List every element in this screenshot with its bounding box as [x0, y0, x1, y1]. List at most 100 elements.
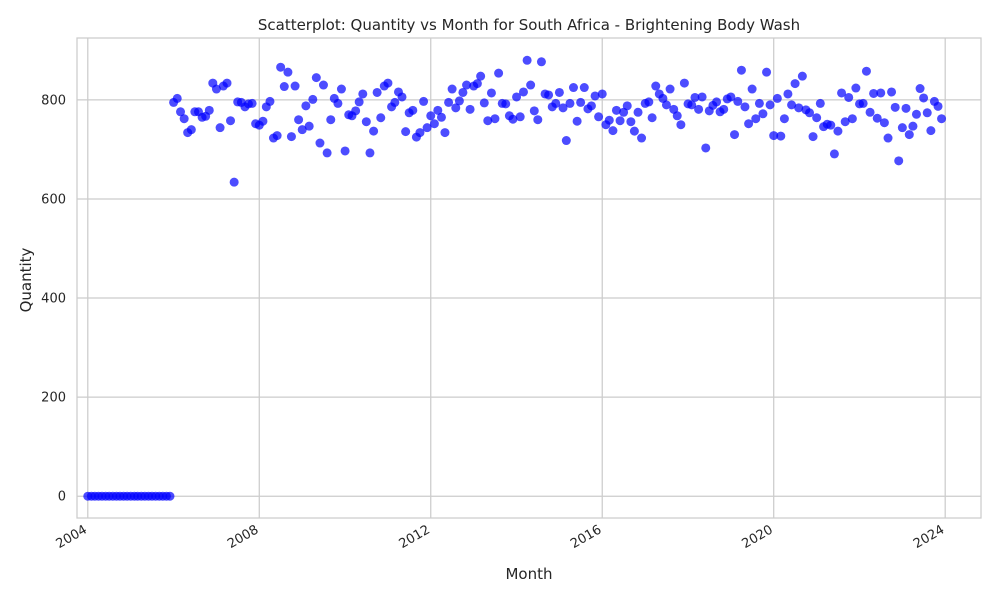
data-point — [179, 114, 189, 124]
data-point — [229, 177, 239, 187]
data-point — [222, 78, 232, 88]
data-point — [933, 101, 943, 111]
data-point — [247, 98, 257, 108]
data-point — [754, 98, 764, 108]
data-point — [758, 109, 768, 119]
y-tick-label: 200 — [41, 391, 66, 406]
y-axis-label: Quantity — [17, 247, 35, 312]
data-point — [719, 104, 729, 114]
data-point — [494, 68, 504, 78]
data-point — [872, 113, 882, 123]
data-point — [604, 115, 614, 125]
data-point — [579, 83, 589, 93]
data-point — [730, 130, 740, 140]
data-point — [512, 92, 522, 102]
data-point — [779, 114, 789, 124]
data-point — [894, 156, 904, 166]
data-point — [790, 79, 800, 89]
data-point — [576, 97, 586, 107]
data-point — [454, 96, 464, 106]
data-point — [769, 131, 779, 141]
data-point — [515, 112, 525, 122]
data-point — [897, 123, 907, 133]
data-point — [751, 114, 761, 124]
data-point — [336, 84, 346, 94]
data-point — [333, 98, 343, 108]
data-point — [518, 87, 528, 97]
data-point — [554, 87, 564, 97]
data-point — [433, 105, 443, 115]
data-point — [429, 119, 439, 129]
data-point — [776, 131, 786, 141]
data-point — [687, 100, 697, 110]
data-point — [833, 126, 843, 136]
data-point — [444, 97, 454, 107]
data-point — [447, 84, 457, 94]
data-point — [365, 148, 375, 158]
data-point — [919, 93, 929, 103]
data-point — [837, 88, 847, 98]
y-tick-label: 400 — [41, 292, 66, 307]
data-point — [637, 133, 647, 143]
data-point — [558, 103, 568, 113]
data-point — [922, 108, 932, 118]
data-point — [408, 105, 418, 115]
data-point — [522, 55, 532, 65]
data-point — [476, 71, 486, 81]
data-point — [479, 98, 489, 108]
data-point — [304, 121, 314, 131]
data-point — [397, 92, 407, 102]
data-point — [533, 115, 543, 125]
data-point — [472, 79, 482, 89]
data-point — [644, 97, 654, 107]
data-point — [712, 97, 722, 107]
data-point — [826, 120, 836, 130]
data-point — [508, 114, 518, 124]
data-point — [726, 92, 736, 102]
data-point — [290, 81, 300, 91]
data-point — [451, 103, 461, 113]
data-point — [937, 114, 947, 124]
data-point — [561, 136, 571, 146]
data-point — [615, 116, 625, 126]
data-point — [733, 96, 743, 106]
data-point — [647, 113, 657, 123]
data-point — [436, 112, 446, 122]
data-point — [815, 98, 825, 108]
data-point — [672, 111, 682, 121]
data-point — [772, 93, 782, 103]
data-point — [861, 66, 871, 76]
data-point — [633, 107, 643, 117]
data-point — [629, 126, 639, 136]
data-point — [608, 126, 618, 136]
data-point — [458, 87, 468, 97]
data-point — [483, 116, 493, 126]
data-point — [740, 102, 750, 112]
data-point — [915, 84, 925, 94]
data-point — [419, 96, 429, 106]
data-point — [462, 80, 472, 90]
data-point — [551, 98, 561, 108]
data-point — [783, 89, 793, 99]
data-point — [876, 88, 886, 98]
data-point — [544, 90, 554, 100]
data-point — [308, 94, 318, 104]
data-point — [840, 117, 850, 127]
data-point — [869, 88, 879, 98]
data-point — [354, 97, 364, 107]
data-point — [172, 93, 182, 103]
data-point — [890, 102, 900, 112]
data-point — [879, 118, 889, 128]
data-point — [590, 91, 600, 101]
data-point — [865, 107, 875, 117]
data-point — [676, 120, 686, 130]
plot-area-frame — [76, 37, 982, 519]
data-point — [276, 62, 286, 72]
y-tick-label: 600 — [41, 192, 66, 207]
data-point — [490, 114, 500, 124]
data-point — [186, 125, 196, 135]
data-point — [486, 88, 496, 98]
data-point — [390, 97, 400, 107]
data-point — [422, 123, 432, 133]
